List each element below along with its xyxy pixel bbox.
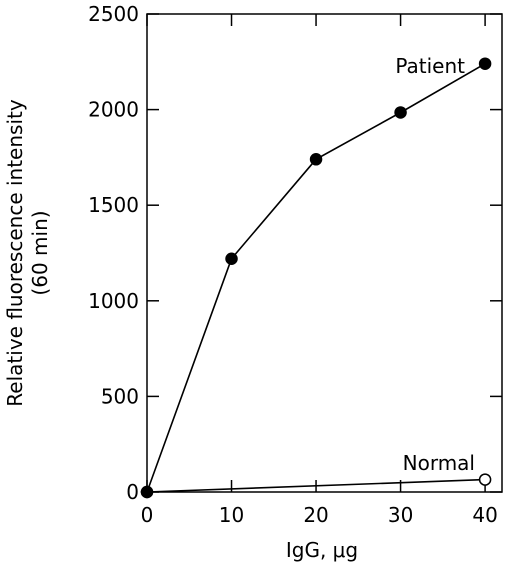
y-tick-label-1000: 1000 — [88, 289, 139, 313]
y-axis-label-line-2: (60 min) — [28, 210, 52, 295]
x-tick-label-30: 30 — [388, 503, 413, 527]
x-tick-label-10: 10 — [219, 503, 244, 527]
series-line-normal — [146, 478, 486, 493]
x-tick-label-0: 0 — [141, 503, 154, 527]
y-axis-label-line-1: Relative fluorescence intensity — [3, 99, 27, 407]
series-label-normal: Normal — [403, 451, 475, 475]
x-axis-label: IgG, μg — [286, 538, 358, 562]
point-patient-40 — [478, 57, 492, 70]
y-tick-label-2500: 2500 — [88, 2, 139, 26]
point-normal-0 — [140, 485, 154, 499]
point-normal-40 — [478, 473, 492, 486]
x-tick-label-20: 20 — [303, 503, 328, 527]
y-tick-label-1500: 1500 — [88, 193, 139, 217]
y-tick-label-0: 0 — [126, 480, 139, 504]
series-line-patient — [146, 63, 486, 493]
point-patient-20 — [309, 153, 323, 166]
point-patient-10 — [225, 252, 238, 265]
y-axis-ticks: 0 500 1000 1500 2000 2500 — [88, 2, 502, 504]
y-tick-label-500: 500 — [101, 384, 139, 408]
x-tick-label-40: 40 — [472, 503, 497, 527]
y-tick-label-2000: 2000 — [88, 98, 139, 122]
series-label-patient: Patient — [395, 54, 465, 78]
plot-area-frame — [146, 13, 503, 493]
series-layer — [140, 57, 492, 499]
point-patient-30 — [394, 106, 407, 119]
